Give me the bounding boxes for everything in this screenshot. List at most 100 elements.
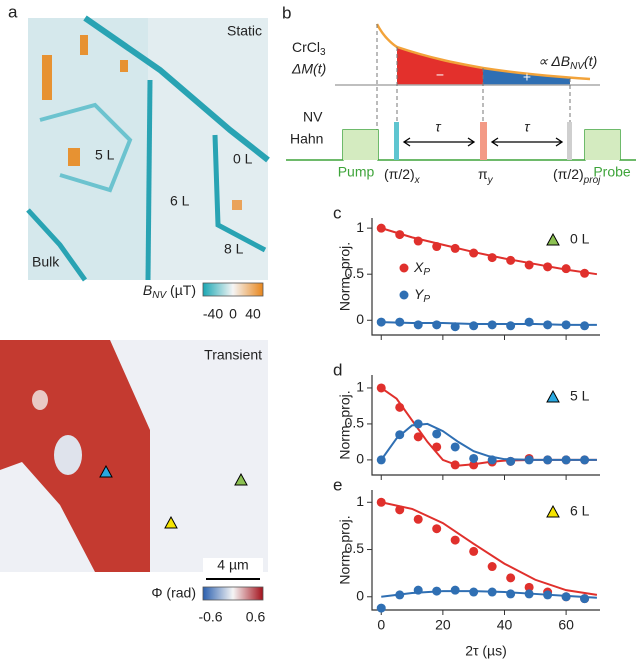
data-point	[413, 585, 423, 595]
colorbar-tick-label: -40	[203, 306, 223, 322]
panel-label: b	[282, 3, 291, 22]
y-tick-label: 0.5	[345, 415, 365, 431]
data-point	[469, 453, 479, 463]
pulse-label: (π/2)proj	[553, 166, 601, 186]
tau: τ	[524, 119, 530, 135]
data-point	[506, 321, 516, 331]
region-label: 6 L	[170, 193, 190, 209]
panel-label: a	[8, 2, 18, 21]
data-point	[524, 582, 534, 592]
panel-a: a Static 5 L 0 L 6 L 8 L Bulk BNV (µT)	[8, 2, 270, 301]
map-spot	[232, 200, 242, 210]
marker	[99, 464, 113, 478]
x-tick-label: 60	[558, 617, 574, 633]
colorbar-label: Φ (rad)	[151, 585, 196, 601]
data-point	[524, 317, 534, 327]
data-point	[487, 253, 497, 263]
data-point	[376, 317, 386, 327]
annotation-marker	[546, 504, 560, 518]
material-main: CrCl	[292, 39, 320, 55]
data-point	[450, 535, 460, 545]
colorbar-label: BNV (µT)	[143, 282, 196, 301]
material-sub: 3	[320, 47, 326, 58]
legend-name: X	[413, 259, 424, 275]
scalebar-label: 4 µm	[217, 557, 248, 573]
pump-pulse	[343, 130, 378, 160]
pulse-sub: x	[414, 175, 421, 186]
tau: τ	[435, 119, 441, 135]
y-tick-label: 0.5	[345, 265, 365, 281]
data-point	[469, 321, 479, 331]
colorbar-tick-label: -0.6	[198, 609, 222, 625]
panel-label: c	[333, 203, 342, 222]
data-point	[561, 264, 571, 274]
data-point	[580, 455, 590, 465]
data-point	[506, 589, 516, 599]
panel-label: e	[333, 475, 342, 494]
data-point	[524, 589, 534, 599]
prop-pre: ∝ ΔB	[538, 53, 570, 69]
pulse-main: (π/2)	[384, 166, 415, 182]
map-spot	[42, 55, 52, 100]
panel-f: f Transient 4 µm Φ (rad)	[0, 339, 268, 601]
pump-label: Pump	[338, 164, 375, 180]
pulse-sub: proj	[583, 175, 601, 186]
data-point	[450, 442, 460, 452]
annotation: 6 L	[570, 503, 590, 519]
fit-line	[380, 422, 597, 461]
data-point	[450, 585, 460, 595]
data-point	[506, 456, 516, 466]
legend-sub: P	[423, 294, 430, 305]
pulse-label: (π/2)x	[384, 166, 421, 186]
colorbar-tick-label: 0.6	[246, 609, 266, 625]
data-point	[450, 243, 460, 253]
colorbar-tick-label: 40	[245, 306, 261, 322]
data-point	[524, 455, 534, 465]
y-tick-label: 1	[356, 219, 364, 235]
pulse	[480, 122, 487, 160]
data-point	[432, 320, 442, 330]
data-point	[543, 320, 553, 330]
data-point	[395, 317, 405, 327]
x-axis-label: 2τ (µs)	[465, 643, 507, 659]
map-hole	[32, 390, 48, 410]
data-point	[506, 255, 516, 265]
legend-entry: YP	[414, 286, 430, 305]
data-point	[413, 432, 423, 442]
legend-entry: XP	[413, 259, 430, 278]
data-point	[543, 262, 553, 272]
data-point	[432, 429, 442, 439]
data-point	[395, 505, 405, 515]
x-tick-label: 20	[435, 617, 451, 633]
data-point	[469, 460, 479, 470]
map-edge	[83, 15, 270, 163]
pulse	[394, 122, 399, 160]
label-main: B	[143, 282, 152, 298]
data-point	[432, 442, 442, 452]
map-edge	[145, 79, 153, 281]
y-axis-label: Norm. proj.	[337, 390, 353, 459]
data-point	[376, 383, 386, 393]
annotation: 5 L	[570, 388, 590, 404]
map-spot	[80, 35, 88, 55]
decay-curve	[375, 23, 591, 81]
data-point	[580, 594, 590, 604]
marker	[234, 472, 248, 486]
data-point	[580, 268, 590, 278]
axis	[371, 490, 600, 611]
data-point	[561, 455, 571, 465]
data-point	[450, 460, 460, 470]
data-point	[469, 248, 479, 258]
y-tick-label: 1	[356, 379, 364, 395]
annotation-marker	[546, 389, 560, 403]
label-post: (µT)	[166, 282, 196, 298]
data-point	[580, 321, 590, 331]
plus-sign: +	[523, 69, 531, 85]
region-label: 0 L	[233, 151, 253, 167]
minus-sign: −	[436, 67, 444, 83]
region-label: 5 L	[95, 147, 115, 163]
negative-area	[397, 47, 483, 85]
data-point	[413, 236, 423, 246]
marker	[164, 515, 178, 529]
